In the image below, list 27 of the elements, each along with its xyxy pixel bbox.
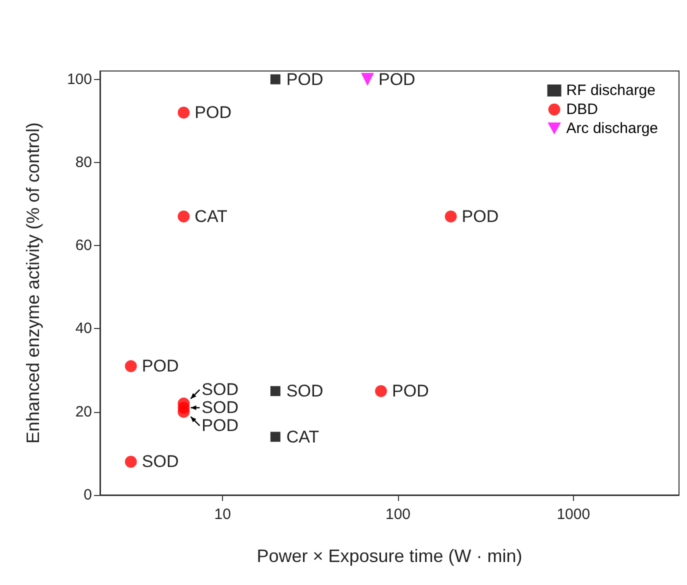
legend-label: DBD — [566, 101, 598, 118]
annotation: CAT — [194, 206, 228, 226]
y-tick-label: 20 — [75, 403, 92, 420]
annotation: POD — [378, 70, 416, 89]
legend-label: RF discharge — [566, 82, 656, 99]
y-tick-label: 80 — [75, 154, 92, 171]
annotation: POD — [194, 103, 232, 122]
y-axis-title: Enhanced enzyme activity (% of control) — [23, 122, 43, 444]
y-tick-label: 100 — [66, 70, 92, 88]
annotation: SOD — [142, 452, 179, 472]
x-tick-label: 10 — [214, 506, 231, 523]
x-axis-title: Power × Exposure time (W · min) — [256, 546, 522, 566]
legend-label: Arc discharge — [566, 120, 658, 137]
y-tick-label: 60 — [75, 237, 92, 254]
annotation: POD — [286, 70, 324, 89]
y-tick-label: 40 — [75, 320, 92, 338]
annotation: SOD — [202, 380, 239, 400]
x-tick-label: 1000 — [556, 506, 590, 523]
annotation: POD — [142, 356, 179, 376]
annotation: CAT — [286, 427, 320, 446]
annotation: POD — [202, 416, 239, 436]
annotation: SOD — [202, 398, 239, 418]
x-tick-label: 100 — [385, 506, 411, 523]
y-tick-label: 0 — [84, 486, 92, 504]
annotation: SOD — [286, 382, 324, 401]
annotation: POD — [392, 382, 429, 401]
annotation: POD — [462, 206, 499, 226]
